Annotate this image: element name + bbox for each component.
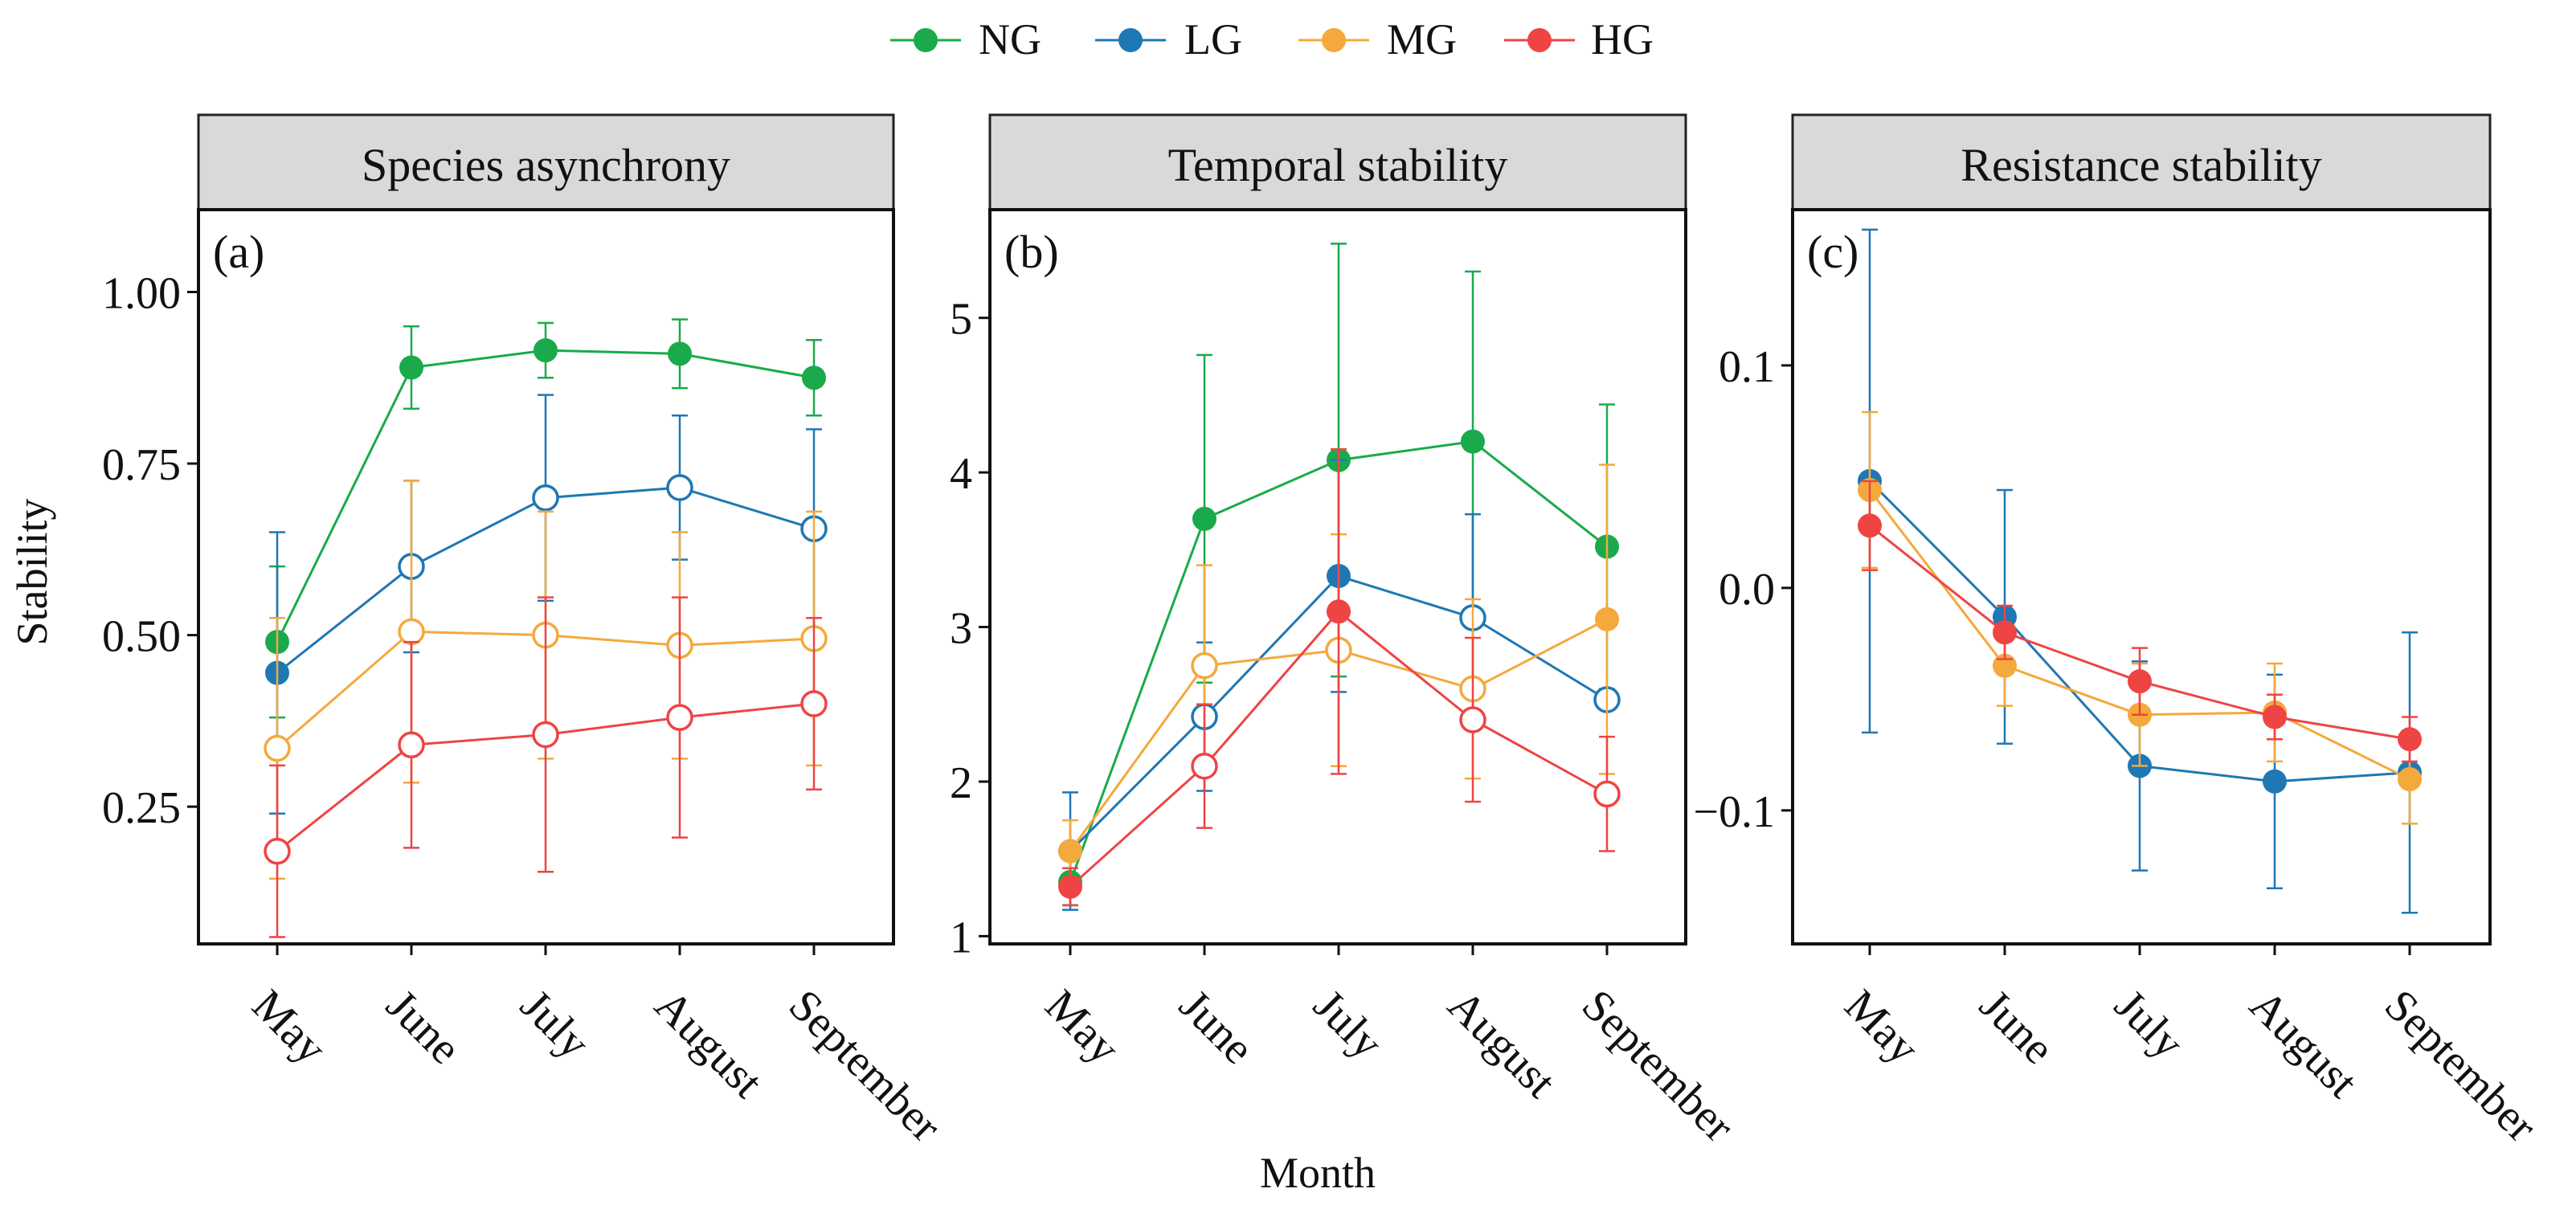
point-hg-1: [398, 731, 425, 759]
legend-marker-lg: [1118, 28, 1143, 52]
point-ng-2: [534, 338, 558, 363]
y-tick-label-2-4: 5: [950, 295, 972, 345]
point-mg-1: [1191, 651, 1218, 680]
x-tick-label-3-2: July: [2105, 980, 2194, 1068]
legend-item-mg: MG: [1298, 15, 1457, 63]
point-hg-0: [1858, 513, 1882, 538]
x-tick-label-3-4: September: [2375, 980, 2546, 1151]
point-lg-2: [532, 484, 559, 512]
panel-header-1: [197, 113, 895, 211]
legend-label-lg: LG: [1184, 15, 1242, 63]
y-tick-label-1-2: 0.75: [102, 440, 181, 490]
x-tick-label-1-1: June: [377, 980, 470, 1073]
panel-2: Temporal stability (b) 1 2 3 4 5 May June July Aug…: [950, 113, 1744, 1152]
panel-header-3: [1791, 113, 2492, 211]
panel-header-2: [988, 113, 1687, 211]
x-tick-label-1-4: September: [779, 980, 951, 1151]
point-mg-0: [264, 734, 291, 762]
y-tick-label-2-1: 2: [950, 758, 972, 808]
x-tick-label-3-1: June: [1970, 980, 2063, 1073]
x-tick-label-1-2: July: [511, 980, 599, 1068]
plot-frame-3: [1791, 208, 2492, 946]
x-tick-label-2-0: May: [1036, 980, 1129, 1073]
point-lg-3: [2263, 769, 2287, 794]
panel-3: Resistance stability (c) −0.1 0.0 0.1 May June…: [1693, 113, 2546, 1152]
series-mg-3: [1858, 410, 2422, 825]
panels: Species asynchrony (a) 0.25 0.50 0.75 1.00 May…: [102, 113, 2546, 1152]
series-hg-1: [264, 596, 828, 938]
series-hg-2: [1058, 448, 1621, 907]
legend-label-ng: NG: [979, 15, 1041, 63]
point-ng-3: [668, 341, 692, 366]
y-tick-label-2-2: 3: [950, 604, 972, 654]
point-hg-4: [2398, 727, 2422, 752]
x-tick-label-2-2: July: [1304, 980, 1392, 1068]
point-hg-1: [1191, 752, 1218, 780]
point-lg-3: [666, 474, 693, 501]
legend-marker-hg: [1527, 28, 1552, 52]
legend-marker-ng: [914, 28, 938, 52]
y-tick-label-1-3: 1.00: [102, 269, 181, 319]
point-ng-3: [1461, 429, 1485, 454]
point-hg-2: [2128, 669, 2152, 694]
legend-label-mg: MG: [1387, 15, 1457, 63]
x-tick-label-1-0: May: [243, 980, 336, 1073]
panel-label-2: (b): [1004, 226, 1059, 278]
point-hg-0: [1058, 874, 1082, 899]
y-tick-label-3-0: −0.1: [1693, 787, 1775, 837]
y-axis-title: Stability: [8, 498, 56, 645]
y-tick-label-1-1: 0.50: [102, 612, 181, 662]
y-tick-label-3-2: 0.1: [1719, 342, 1775, 392]
point-hg-3: [2263, 705, 2287, 729]
panel-title-3: Resistance stability: [1961, 139, 2321, 191]
legend-label-hg: HG: [1591, 15, 1654, 63]
x-tick-label-2-3: August: [1438, 980, 1566, 1108]
point-hg-4: [1593, 780, 1621, 808]
point-hg-0: [264, 837, 291, 865]
y-tick-label-2-3: 4: [950, 449, 972, 499]
panel-1: Species asynchrony (a) 0.25 0.50 0.75 1.00 May…: [102, 113, 951, 1152]
panel-title-1: Species asynchrony: [362, 139, 730, 191]
legend: NG LG MG HG: [890, 15, 1654, 63]
series-ng-1: [265, 318, 826, 719]
point-mg-1: [398, 618, 425, 646]
point-mg-0: [1058, 839, 1082, 864]
legend-item-hg: HG: [1504, 15, 1654, 63]
point-hg-2: [1327, 599, 1351, 624]
y-tick-label-1-0: 0.25: [102, 783, 181, 833]
panel-title-2: Temporal stability: [1168, 139, 1508, 191]
point-hg-1: [1993, 620, 2017, 645]
point-mg-4: [1595, 607, 1619, 631]
series-hg-3: [1858, 480, 2422, 763]
point-hg-4: [800, 690, 828, 717]
point-hg-3: [666, 704, 693, 731]
x-axis-title: Month: [1260, 1149, 1376, 1197]
point-ng-1: [1192, 506, 1216, 531]
x-tick-label-3-3: August: [2240, 980, 2368, 1108]
point-mg-4: [2398, 767, 2422, 792]
legend-item-ng: NG: [890, 15, 1041, 63]
x-tick-label-2-4: September: [1572, 980, 1744, 1151]
point-ng-1: [399, 355, 423, 380]
y-tick-label-3-1: 0.0: [1719, 565, 1775, 615]
legend-item-lg: LG: [1095, 15, 1242, 63]
point-hg-3: [1459, 706, 1486, 733]
panel-label-3: (c): [1807, 226, 1858, 278]
x-tick-label-3-0: May: [1835, 980, 1928, 1073]
point-ng-4: [802, 366, 826, 390]
point-hg-2: [532, 721, 559, 749]
y-tick-label-2-0: 1: [950, 913, 972, 962]
x-tick-label-2-1: June: [1170, 980, 1263, 1073]
series-lg-3: [1858, 228, 2422, 914]
panel-label-1: (a): [213, 226, 264, 278]
legend-marker-mg: [1322, 28, 1346, 52]
x-tick-label-1-3: August: [645, 980, 773, 1108]
